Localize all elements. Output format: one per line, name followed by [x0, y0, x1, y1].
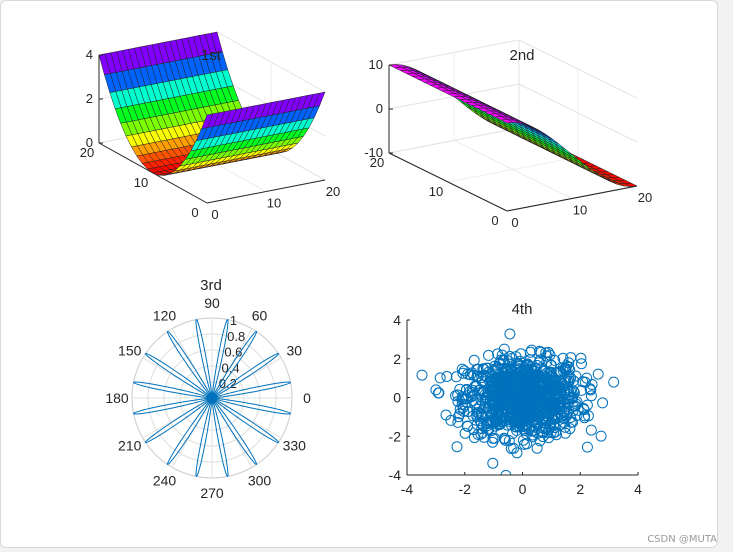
- theta-tick-label: 330: [283, 438, 307, 454]
- scatter-marker: [488, 458, 498, 468]
- scatter-marker: [499, 344, 509, 354]
- scatter-marker: [582, 442, 592, 452]
- subplot-title-4th: 4th: [512, 301, 533, 318]
- x-tick-label: 0: [519, 481, 527, 497]
- surface-plot-2nd: 0102001020-10010: [364, 40, 652, 230]
- theta-tick-label: 60: [252, 308, 268, 324]
- theta-tick-label: 90: [204, 295, 220, 311]
- theta-tick-label: 0: [303, 390, 311, 406]
- polar-plot: 03060901201501802102402703003300.20.40.6…: [105, 295, 311, 501]
- figure-canvas: 0102001020024 1st0102001020-100102nd03060…: [0, 0, 733, 552]
- scatter-marker: [576, 353, 586, 363]
- scatter-plot: -4 -2 0 2 4 -4 -2 0 2 4: [389, 312, 643, 497]
- scatter-marker: [431, 385, 441, 395]
- subplot-title-2nd: 2nd: [509, 47, 534, 64]
- scatter-marker: [484, 350, 494, 360]
- z-tick-label: 0: [86, 135, 93, 150]
- scatter-marker: [452, 442, 462, 452]
- x-tick-label: 20: [638, 190, 652, 205]
- x-tick-label: -2: [459, 481, 472, 497]
- x-tick-label: 4: [634, 481, 642, 497]
- subplot-title-1st: 1st: [201, 47, 222, 64]
- z-tick-label: -10: [364, 145, 383, 160]
- x-tick-label: -4: [401, 481, 414, 497]
- scatter-points: [417, 329, 619, 480]
- y-tick-label: 10: [429, 184, 443, 199]
- scatter-marker: [586, 425, 596, 435]
- scatter-marker: [609, 377, 619, 387]
- x-tick-label: 0: [511, 215, 518, 230]
- y-tick-label: 0: [191, 205, 198, 220]
- scatter-marker: [598, 398, 608, 408]
- theta-tick-label: 180: [105, 390, 129, 406]
- theta-tick-label: 240: [153, 472, 177, 488]
- y-tick-label: -2: [389, 428, 402, 444]
- scatter-marker: [505, 329, 515, 339]
- theta-tick-label: 270: [200, 485, 224, 501]
- scatter-marker: [462, 384, 472, 394]
- z-tick-label: 2: [86, 91, 93, 106]
- theta-tick-label: 210: [118, 438, 142, 454]
- y-tick-label: 0: [491, 213, 498, 228]
- r-tick-label: 0.8: [227, 329, 245, 344]
- scatter-marker: [596, 431, 606, 441]
- theta-tick-label: 30: [286, 343, 302, 359]
- subplot-title-3rd: 3rd: [200, 277, 222, 294]
- y-tick-label: 2: [393, 351, 401, 367]
- watermark: CSDN @MUTA: [647, 534, 717, 545]
- scatter-marker: [442, 372, 452, 382]
- scatter-marker: [433, 388, 443, 398]
- scatter-marker: [469, 355, 479, 365]
- x-tick-label: 2: [576, 481, 584, 497]
- x-tick-label: 10: [573, 203, 587, 218]
- x-tick-label: 20: [326, 184, 340, 199]
- x-tick-label: 10: [267, 196, 281, 211]
- scatter-marker: [593, 369, 603, 379]
- y-tick-label: 0: [393, 390, 401, 406]
- r-tick-label: 1: [230, 313, 237, 328]
- y-tick-label: -4: [389, 467, 402, 483]
- z-tick-label: 4: [86, 47, 93, 62]
- scatter-marker: [435, 373, 445, 383]
- y-tick-label: 4: [393, 312, 401, 328]
- theta-tick-label: 150: [118, 343, 142, 359]
- y-tick-label: 10: [134, 175, 148, 190]
- z-tick-label: 0: [376, 101, 383, 116]
- scatter-marker: [417, 370, 427, 380]
- scatter-marker: [463, 421, 473, 431]
- z-tick-label: 10: [369, 57, 383, 72]
- x-tick-label: 0: [211, 207, 218, 222]
- theta-tick-label: 300: [248, 472, 272, 488]
- theta-tick-label: 120: [153, 308, 177, 324]
